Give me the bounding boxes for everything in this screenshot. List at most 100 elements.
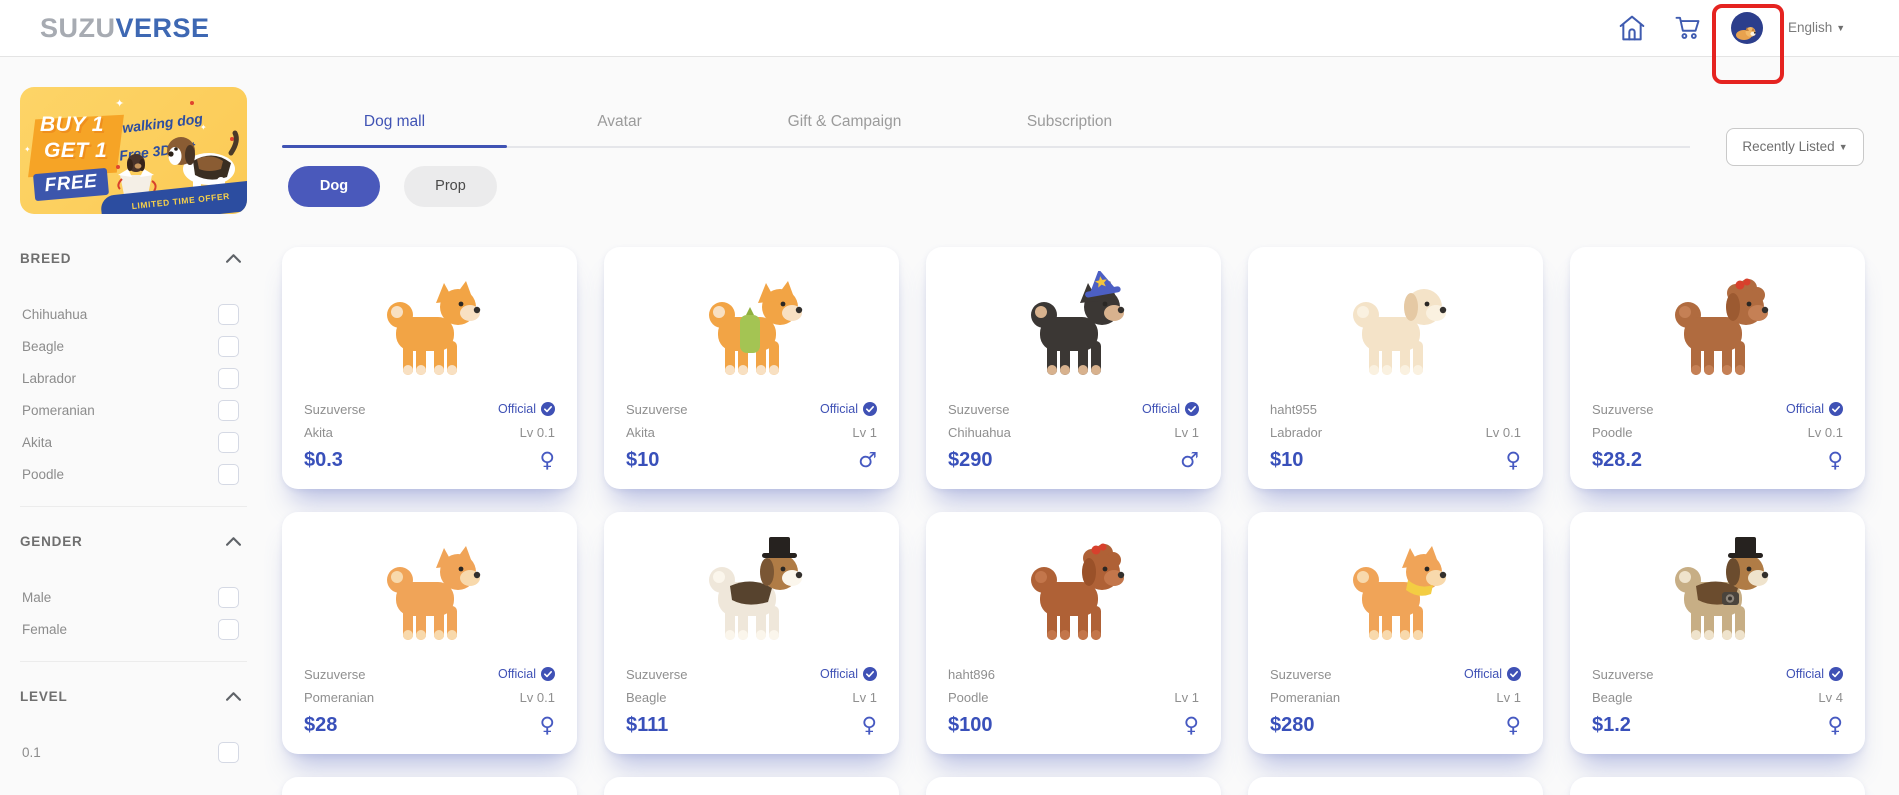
breed-name: Beagle	[626, 689, 667, 705]
product-image	[926, 777, 1221, 795]
filter-section-gender: GENDER Male Female	[20, 531, 247, 662]
product-image	[1248, 777, 1543, 795]
official-badge: Official	[1464, 667, 1521, 681]
checkbox[interactable]	[218, 586, 239, 608]
verified-check-icon	[863, 402, 877, 416]
product-grid: Suzuverse Official Akita Lv 0.1 $0.3 ♀ Suzuver…	[282, 247, 1872, 795]
dog-illustration	[1674, 537, 1768, 640]
divider	[20, 506, 247, 507]
chevron-down-icon: ▼	[1838, 142, 1848, 152]
filter-option-0.1: 0.1	[20, 736, 247, 768]
language-label: English	[1788, 20, 1833, 35]
product-card[interactable]: Suzuverse Official Akita Lv 1 $10 ♂	[604, 247, 899, 489]
checkbox[interactable]	[218, 431, 239, 453]
product-image	[282, 512, 577, 662]
logo-text-blue: VERSE	[115, 13, 210, 43]
product-card-partial[interactable]	[926, 777, 1221, 795]
tab-gift-campaign[interactable]: Gift & Campaign	[787, 113, 902, 130]
gender-female-icon: ♀	[1183, 712, 1199, 737]
level-label: Lv 0.1	[1485, 424, 1521, 440]
product-image	[1570, 512, 1865, 662]
sort-label: Recently Listed	[1742, 139, 1835, 154]
seller-name: haht896	[948, 666, 995, 682]
category-toggle: Dog Prop	[288, 166, 497, 207]
breed-name: Poodle	[948, 689, 989, 705]
chevron-up-icon[interactable]	[226, 536, 241, 546]
verified-check-icon	[541, 402, 555, 416]
verified-check-icon	[1829, 667, 1843, 681]
official-label: Official	[1786, 667, 1824, 681]
product-card[interactable]: Suzuverse Official Beagle Lv 4 $1.2 ♀	[1570, 512, 1865, 754]
tab-avatar[interactable]: Avatar	[597, 113, 642, 130]
tab-subscription[interactable]: Subscription	[1026, 113, 1113, 130]
checkbox[interactable]	[218, 399, 239, 421]
official-label: Official	[820, 402, 858, 416]
banner-headline-free: FREE	[32, 167, 110, 202]
product-card[interactable]: haht896 Poodle Lv 1 $100 ♀	[926, 512, 1221, 754]
filter-option-akita: Akita	[20, 426, 247, 458]
product-card[interactable]: Suzuverse Official Beagle Lv 1 $111 ♀	[604, 512, 899, 754]
promo-banner[interactable]: BUY 1 GET 1 FREE walking dog Free 3D pet…	[20, 87, 247, 214]
seller-name: Suzuverse	[626, 666, 688, 682]
official-label: Official	[1786, 402, 1824, 416]
product-card-partial[interactable]	[1570, 777, 1865, 795]
filter-option-label: 0.1	[22, 744, 41, 760]
seller-name: Suzuverse	[1270, 666, 1332, 682]
level-label: Lv 0.1	[1807, 424, 1843, 440]
price: $290	[948, 448, 993, 471]
home-icon[interactable]	[1616, 11, 1648, 50]
breed-name: Poodle	[1592, 424, 1633, 440]
gender-male-icon: ♂	[1180, 447, 1199, 472]
product-card[interactable]: Suzuverse Official Pomeranian Lv 0.1 $28 ♀	[282, 512, 577, 754]
filter-option-label: Male	[22, 589, 52, 605]
level-label: Lv 1	[1496, 689, 1521, 705]
prop-button[interactable]: Prop	[404, 166, 497, 207]
dog-illustration	[1352, 289, 1446, 375]
product-card[interactable]: Suzuverse Official Pomeranian Lv 1 $280 ♀	[1248, 512, 1543, 754]
language-selector[interactable]: English ▼	[1788, 20, 1845, 35]
chevron-up-icon[interactable]	[226, 691, 241, 701]
breed-name: Pomeranian	[1270, 689, 1341, 705]
filter-option-label: Female	[22, 621, 68, 637]
price: $10	[1270, 448, 1304, 471]
dog-illustration	[1030, 271, 1124, 375]
gender-female-icon: ♀	[539, 712, 555, 737]
filter-section-level: LEVEL 0.1	[20, 686, 247, 768]
price: $100	[948, 713, 993, 736]
product-image	[1248, 512, 1543, 662]
gender-female-icon: ♀	[1827, 447, 1843, 472]
filter-section-title: BREED	[20, 250, 72, 266]
sort-dropdown[interactable]: Recently Listed ▼	[1726, 128, 1864, 166]
filter-option-label: Akita	[22, 434, 53, 450]
price: $1.2	[1592, 713, 1631, 736]
checkbox[interactable]	[218, 618, 239, 640]
divider	[20, 661, 247, 662]
official-badge: Official	[820, 667, 877, 681]
product-card[interactable]: Suzuverse Official Chihuahua Lv 1 $290 ♂	[926, 247, 1221, 489]
product-image	[926, 512, 1221, 662]
gender-male-icon: ♂	[858, 447, 877, 472]
dog-button[interactable]: Dog	[288, 166, 380, 207]
chevron-up-icon[interactable]	[226, 253, 241, 263]
checkbox[interactable]	[218, 741, 239, 763]
breed-name: Akita	[626, 424, 655, 440]
product-card[interactable]: Suzuverse Official Poodle Lv 0.1 $28.2 ♀	[1570, 247, 1865, 489]
confetti-dot	[116, 165, 120, 169]
product-card[interactable]: Suzuverse Official Akita Lv 0.1 $0.3 ♀	[282, 247, 577, 489]
product-card-partial[interactable]	[604, 777, 899, 795]
official-badge: Official	[1786, 402, 1843, 416]
official-label: Official	[820, 667, 858, 681]
filter-option-label: Labrador	[22, 370, 77, 386]
checkbox[interactable]	[218, 367, 239, 389]
logo[interactable]: SUZUVERSE	[40, 13, 210, 44]
checkbox[interactable]	[218, 303, 239, 325]
cart-icon[interactable]	[1672, 11, 1703, 49]
gender-female-icon: ♀	[539, 447, 555, 472]
product-card-partial[interactable]	[1248, 777, 1543, 795]
tab-dog-mall[interactable]: Dog mall	[282, 100, 507, 148]
product-card[interactable]: haht955 Labrador Lv 0.1 $10 ♀	[1248, 247, 1543, 489]
checkbox[interactable]	[218, 463, 239, 485]
checkbox[interactable]	[218, 335, 239, 357]
avatar[interactable]	[1729, 10, 1765, 51]
product-card-partial[interactable]	[282, 777, 577, 795]
